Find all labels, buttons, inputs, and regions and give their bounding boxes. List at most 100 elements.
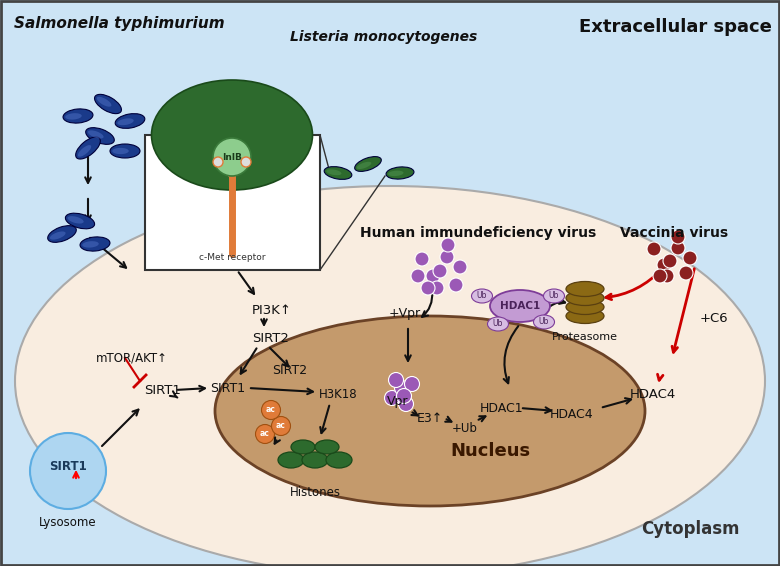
Text: Extracellular space: Extracellular space — [579, 18, 772, 36]
Text: SIRT2: SIRT2 — [252, 332, 289, 345]
Ellipse shape — [88, 130, 104, 139]
Text: Ub: Ub — [477, 291, 488, 301]
Circle shape — [421, 281, 435, 295]
Text: Human immundeficiency virus: Human immundeficiency virus — [360, 226, 596, 240]
Ellipse shape — [78, 145, 91, 157]
Text: ac: ac — [260, 430, 270, 439]
Circle shape — [441, 238, 455, 252]
Ellipse shape — [151, 80, 313, 190]
Text: +Vpr: +Vpr — [389, 307, 421, 320]
Ellipse shape — [386, 167, 414, 179]
Ellipse shape — [356, 162, 371, 169]
Text: Histones: Histones — [289, 486, 341, 499]
Circle shape — [683, 251, 697, 265]
Text: E3↑: E3↑ — [417, 411, 443, 424]
Text: SIRT1: SIRT1 — [211, 381, 246, 395]
Ellipse shape — [110, 144, 140, 158]
Text: InlB: InlB — [222, 152, 242, 161]
Ellipse shape — [471, 289, 492, 303]
Ellipse shape — [94, 95, 122, 114]
Text: Ub: Ub — [549, 291, 559, 301]
Circle shape — [671, 230, 685, 244]
Ellipse shape — [118, 118, 133, 125]
Text: Vpr: Vpr — [387, 395, 409, 408]
Ellipse shape — [302, 452, 328, 468]
Text: Ub: Ub — [493, 319, 503, 328]
Text: SIRT1: SIRT1 — [144, 384, 181, 397]
Ellipse shape — [326, 452, 352, 468]
Ellipse shape — [291, 440, 315, 454]
Ellipse shape — [488, 317, 509, 331]
Circle shape — [679, 266, 693, 280]
Text: Ub: Ub — [539, 318, 549, 327]
Ellipse shape — [50, 231, 66, 239]
Text: HDAC4: HDAC4 — [630, 388, 676, 401]
Ellipse shape — [76, 137, 101, 159]
Circle shape — [426, 269, 440, 283]
Ellipse shape — [15, 186, 765, 566]
Ellipse shape — [490, 290, 550, 322]
Text: PI3K↑: PI3K↑ — [252, 303, 292, 316]
Ellipse shape — [63, 109, 93, 123]
Circle shape — [449, 278, 463, 292]
Text: HDAC1: HDAC1 — [480, 401, 524, 414]
Text: SIRT2: SIRT2 — [272, 365, 307, 378]
Circle shape — [405, 376, 420, 392]
Ellipse shape — [115, 114, 145, 128]
Text: HDAC4: HDAC4 — [550, 408, 594, 421]
Text: +Ub: +Ub — [452, 422, 478, 435]
Ellipse shape — [215, 316, 645, 506]
Circle shape — [271, 417, 290, 435]
Text: Vaccinia virus: Vaccinia virus — [620, 226, 728, 240]
Circle shape — [388, 372, 403, 388]
Circle shape — [213, 157, 223, 167]
Ellipse shape — [355, 157, 381, 171]
Ellipse shape — [566, 290, 604, 306]
Ellipse shape — [388, 170, 403, 176]
Text: ac: ac — [276, 422, 286, 431]
Circle shape — [396, 388, 412, 404]
Ellipse shape — [83, 241, 99, 247]
Ellipse shape — [326, 169, 342, 175]
Circle shape — [657, 258, 671, 272]
Ellipse shape — [97, 97, 112, 107]
Text: HDAC1: HDAC1 — [500, 301, 540, 311]
Text: Nucleus: Nucleus — [450, 442, 530, 460]
Text: Lysosome: Lysosome — [39, 516, 97, 529]
Ellipse shape — [534, 315, 555, 329]
Text: +C6: +C6 — [700, 311, 729, 324]
Ellipse shape — [566, 299, 604, 315]
Text: Listeria monocytogenes: Listeria monocytogenes — [290, 30, 477, 44]
Ellipse shape — [324, 166, 352, 179]
Circle shape — [385, 391, 399, 405]
Circle shape — [415, 252, 429, 266]
Circle shape — [30, 433, 106, 509]
Circle shape — [399, 397, 413, 411]
Circle shape — [261, 401, 281, 419]
Circle shape — [430, 281, 444, 295]
Ellipse shape — [315, 440, 339, 454]
Ellipse shape — [68, 216, 83, 224]
Text: H3K18: H3K18 — [319, 388, 357, 401]
Circle shape — [453, 260, 467, 274]
Circle shape — [256, 424, 275, 444]
Ellipse shape — [66, 113, 82, 119]
Ellipse shape — [566, 308, 604, 324]
Circle shape — [440, 250, 454, 264]
Circle shape — [647, 242, 661, 256]
Circle shape — [433, 264, 447, 278]
Circle shape — [660, 269, 674, 283]
Text: mTOR/AKT↑: mTOR/AKT↑ — [96, 351, 168, 365]
Circle shape — [663, 254, 677, 268]
Circle shape — [671, 241, 685, 255]
Ellipse shape — [66, 213, 94, 229]
Ellipse shape — [112, 148, 129, 154]
Text: Proteasome: Proteasome — [552, 332, 618, 342]
Circle shape — [213, 138, 251, 176]
Circle shape — [241, 157, 251, 167]
Text: ac: ac — [266, 405, 276, 414]
Circle shape — [653, 269, 667, 283]
Ellipse shape — [80, 237, 110, 251]
Ellipse shape — [278, 452, 304, 468]
Text: c-Met receptor: c-Met receptor — [199, 253, 265, 262]
